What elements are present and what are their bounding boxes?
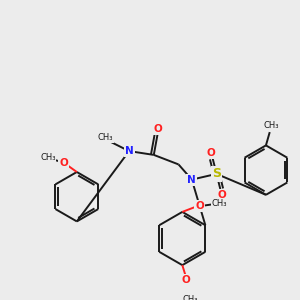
- Text: S: S: [212, 167, 221, 180]
- Text: N: N: [188, 175, 196, 184]
- Text: O: O: [153, 124, 162, 134]
- Text: O: O: [195, 201, 204, 211]
- Text: O: O: [182, 275, 190, 285]
- Text: O: O: [206, 148, 215, 158]
- Text: CH₃: CH₃: [40, 153, 56, 162]
- Text: CH₃: CH₃: [182, 295, 198, 300]
- Text: CH₃: CH₃: [212, 199, 227, 208]
- Text: CH₃: CH₃: [264, 121, 279, 130]
- Text: O: O: [218, 190, 226, 200]
- Text: CH₃: CH₃: [98, 133, 113, 142]
- Text: O: O: [59, 158, 68, 167]
- Text: N: N: [125, 146, 134, 156]
